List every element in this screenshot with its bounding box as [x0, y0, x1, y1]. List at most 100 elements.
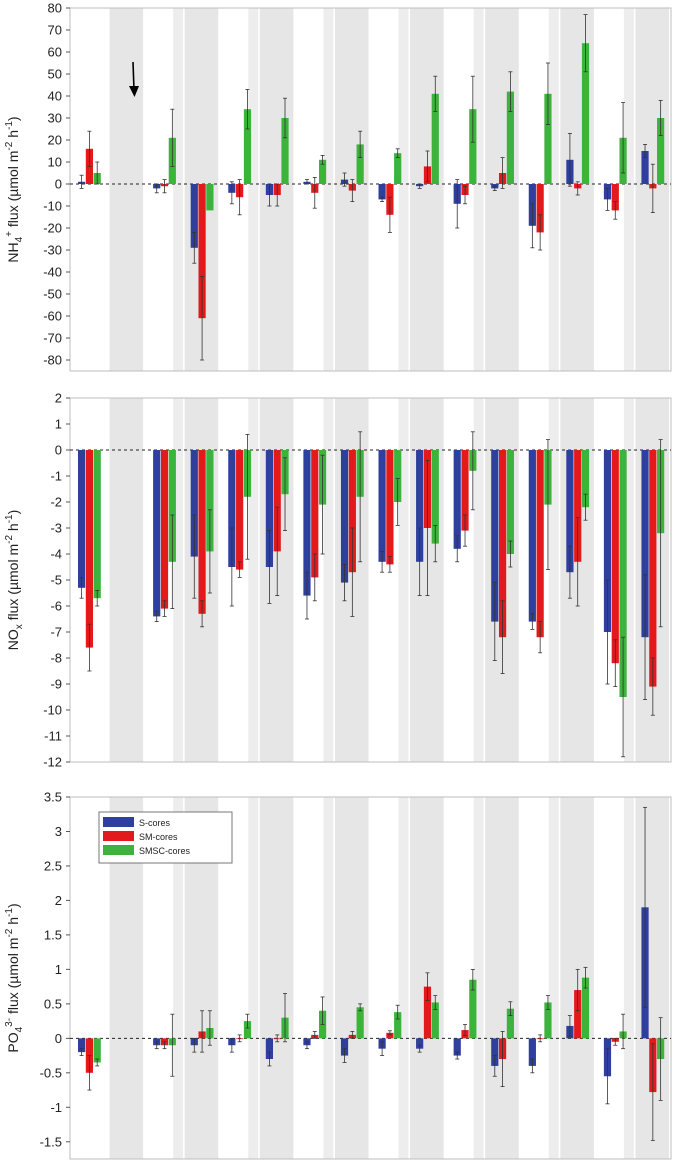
bar [85, 450, 93, 648]
y-tick-label: 1 [55, 417, 62, 432]
legend-label: SMSC-cores [139, 846, 191, 856]
y-axis-label: NOx flux (µmol m-2 h-1) [4, 510, 25, 651]
bar [168, 450, 176, 562]
shade-band [248, 797, 259, 1159]
y-tick-label: -70 [43, 331, 62, 346]
y-tick-label: 10 [48, 155, 62, 170]
y-axis-label-part: -1 [4, 908, 15, 917]
bar [340, 450, 349, 583]
y-tick-label: -5 [50, 573, 62, 588]
bar [190, 450, 198, 557]
y-axis-label-part: flux (µmol m [5, 938, 21, 1018]
y-tick-label: -1.5 [40, 1134, 62, 1149]
y-axis-label-part: ) [5, 510, 21, 515]
bar [649, 450, 657, 687]
shade-band [248, 398, 259, 762]
bar [416, 450, 424, 562]
y-axis-label: PO43- flux (µmol m-2 h-1) [4, 903, 25, 1052]
bar [303, 450, 311, 596]
y-tick-label: -0.5 [40, 1065, 62, 1080]
y-tick-label: 40 [48, 89, 62, 104]
y-tick-label: 0 [55, 443, 62, 458]
y-axis-label-part: -1 [4, 121, 15, 130]
y-axis-label-part: x [14, 624, 25, 629]
bar [394, 450, 402, 502]
plot-frame [69, 796, 672, 1160]
shade-band [548, 8, 559, 371]
y-tick-label: 60 [48, 45, 62, 60]
bar [611, 450, 619, 664]
y-tick-label: -8 [50, 651, 62, 666]
bar [386, 450, 394, 565]
y-axis-label-part: -2 [4, 928, 15, 937]
y-tick-label: -9 [50, 677, 62, 692]
bar [281, 118, 289, 184]
shade-band [323, 797, 334, 1159]
bar [198, 184, 206, 319]
bar [581, 977, 590, 1039]
y-tick-label: -1 [50, 1100, 62, 1115]
bar [491, 450, 499, 622]
shade-band [398, 398, 409, 762]
bar [528, 1038, 536, 1066]
shade-band [334, 797, 369, 1159]
y-axis-label-part: ) [5, 903, 21, 908]
bar [423, 986, 432, 1039]
panel-nh4-flux: 80 70 60 50 40 30 20 10 0 -10 -20 -30 -40 -50 -60 -70 -8… [4, 1, 672, 372]
y-tick-label: -7 [50, 625, 62, 640]
y-tick-label: -80 [43, 353, 62, 368]
y-tick-label: -10 [43, 199, 62, 214]
legend-label: SM-cores [139, 832, 178, 842]
bar [153, 450, 161, 617]
shade-band [109, 398, 144, 762]
bar [394, 1012, 402, 1039]
shade-band [548, 398, 559, 762]
panel-nox-flux: 2 1 0 -1 -2 -3 -4 -5 -6 -7 -8 -9 -10 -11 -12 NOx flux (… [4, 391, 672, 770]
bar [657, 118, 665, 184]
y-tick-label: 50 [48, 67, 62, 82]
shade-band [173, 797, 184, 1159]
shade-band [259, 797, 294, 1159]
shade-band [485, 797, 519, 1159]
y-tick-label: 80 [48, 1, 62, 16]
y-tick-label: 20 [48, 133, 62, 148]
bar [469, 109, 477, 184]
y-tick-label: -3 [50, 521, 62, 536]
y-axis-label-part: 4 [14, 236, 25, 242]
shade-band [398, 797, 409, 1159]
bar [574, 450, 582, 562]
shade-band [109, 8, 144, 371]
y-tick-label: -2 [50, 495, 62, 510]
bar [611, 184, 619, 211]
y-axis-label-part: PO [5, 1032, 21, 1052]
bar [506, 91, 514, 184]
shade-band [623, 797, 634, 1159]
bar [619, 450, 627, 697]
bar [603, 450, 612, 632]
bar [356, 1007, 364, 1039]
shade-band [473, 8, 484, 371]
bar [228, 450, 236, 567]
bar [378, 184, 386, 200]
y-axis-label-part: h [5, 523, 21, 535]
y-tick-label: -50 [43, 287, 62, 302]
bar [431, 1002, 439, 1039]
bar [386, 1032, 394, 1039]
bar [93, 1038, 101, 1063]
y-tick-label: -30 [43, 243, 62, 258]
bar [431, 450, 439, 544]
y-tick-label: 2 [55, 391, 62, 406]
y-axis-label-part: h [5, 130, 21, 142]
y-axis-label-part: flux (µmol m [5, 544, 21, 624]
shade-band [323, 8, 334, 371]
shade-band [323, 398, 334, 762]
bar [356, 144, 364, 184]
y-axis-label-part: 3- [4, 1018, 15, 1027]
shade-band [248, 8, 259, 371]
arrow-head [129, 86, 139, 97]
y-tick-label: -10 [43, 703, 62, 718]
bar [491, 1038, 499, 1066]
bar [498, 450, 507, 638]
y-tick-label: -60 [43, 309, 62, 324]
